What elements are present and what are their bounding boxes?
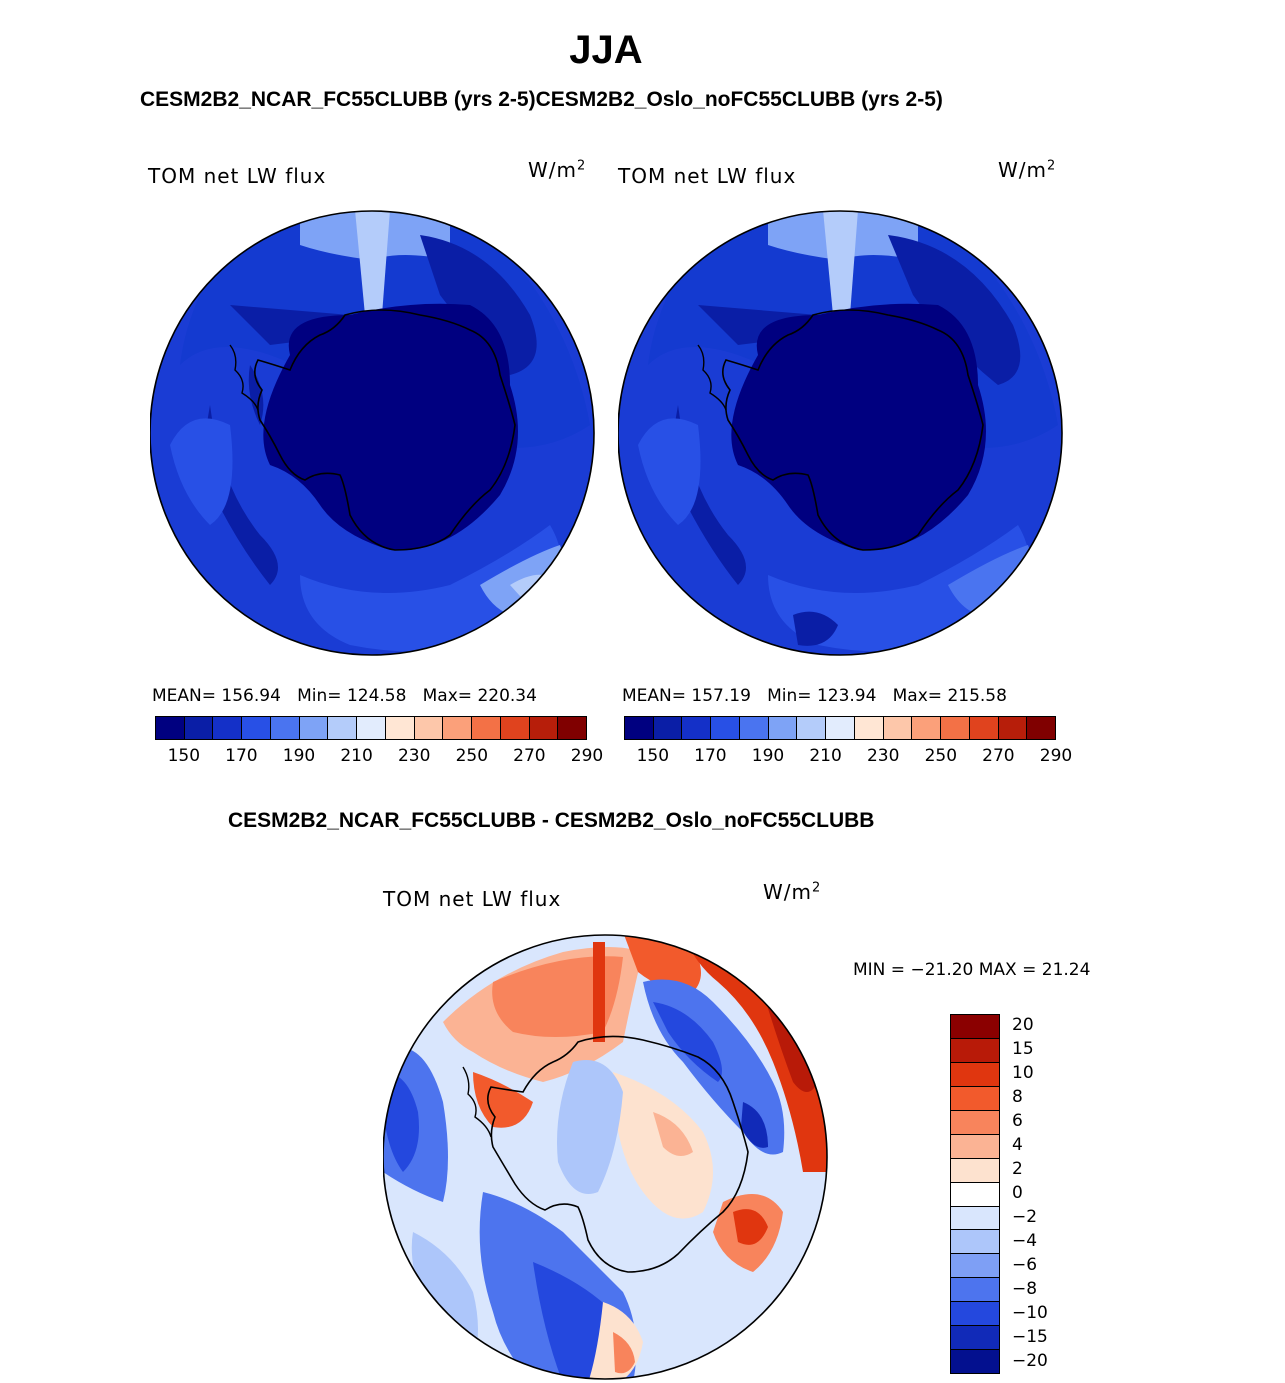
diff-colorbar-label: −6 — [1012, 1255, 1038, 1275]
panel2-colorbar-swatch — [883, 717, 913, 739]
panel2-colorbar-swatch — [625, 717, 654, 739]
panel1-colorbar-tick-label: 290 — [570, 746, 604, 766]
diff-colorbar-label: −8 — [1012, 1279, 1038, 1299]
panel1-colorbar-tick-label: 210 — [340, 746, 373, 766]
diff-subtitle: CESM2B2_NCAR_FC55CLUBB - CESM2B2_Oslo_no… — [228, 809, 875, 832]
diff-colorbar-swatch — [951, 1062, 999, 1087]
diff-colorbar-swatch — [951, 1302, 999, 1327]
panel2-colorbar-swatch — [826, 717, 855, 739]
panel1-colorbar-ticks: 150 170 190 210 230 250 270 290 — [155, 746, 604, 770]
panel1-colorbar-swatch — [443, 717, 473, 739]
panel2-stats: MEAN= 157.19 Min= 123.94 Max= 215.58 — [622, 686, 1007, 706]
panel1-colorbar — [155, 716, 587, 740]
panel2-colorbar-swatch — [941, 717, 970, 739]
panel1-colorbar-tick-label: 270 — [513, 746, 546, 766]
panel2-colorbar-tick-label: 150 — [636, 746, 670, 766]
panel2-colorbar-swatch — [682, 717, 712, 739]
diff-colorbar-label: −2 — [1012, 1207, 1038, 1227]
panel1-colorbar-swatch — [500, 717, 530, 739]
panel1-colorbar-swatch — [529, 717, 559, 739]
panel1-colorbar-swatch — [385, 717, 415, 739]
panel1-colorbar-swatch — [213, 717, 243, 739]
diff-colorbar-label: 10 — [1012, 1063, 1034, 1083]
diff-colorbar-swatch — [951, 1350, 999, 1374]
diff-map — [383, 934, 828, 1380]
diff-colorbar-label: −20 — [1012, 1351, 1048, 1371]
panel2-colorbar — [624, 716, 1056, 740]
diff-colorbar-label: 15 — [1012, 1039, 1034, 1059]
panel2-colorbar-swatch — [969, 717, 999, 739]
panel2-variable-label: TOM net LW flux — [618, 164, 797, 188]
panel2-colorbar-swatch — [711, 717, 740, 739]
diff-colorbar-swatch — [951, 1182, 999, 1207]
panel2-colorbar-swatch — [998, 717, 1028, 739]
diff-colorbar-label: 2 — [1012, 1159, 1023, 1179]
panel2-map — [618, 210, 1063, 656]
panel1-colorbar-tick-label: 150 — [167, 746, 201, 766]
diff-colorbar-swatch — [951, 1278, 999, 1303]
diff-colorbar-label: 8 — [1012, 1087, 1023, 1107]
diff-minmax: MIN = −21.20 MAX = 21.24 — [853, 960, 1091, 980]
panel2-colorbar-swatch — [797, 717, 827, 739]
panel1-colorbar-swatch — [472, 717, 501, 739]
panel1-units: W/m2 — [528, 158, 587, 182]
panel2-colorbar-tick-label: 250 — [924, 746, 958, 766]
panel1-colorbar-swatch — [299, 717, 329, 739]
panel1-colorbar-swatch — [357, 717, 386, 739]
diff-variable-label: TOM net LW flux — [383, 887, 562, 911]
panel2-colorbar-swatch — [1027, 717, 1056, 739]
diff-colorbar-swatch — [951, 1158, 999, 1183]
diff-colorbar-swatch — [951, 1038, 999, 1063]
panel2-colorbar-ticks: 150 170 190 210 230 250 270 290 — [624, 746, 1073, 770]
panel2-colorbar-swatch — [912, 717, 942, 739]
diff-colorbar-swatch — [951, 1110, 999, 1135]
panel1-colorbar-swatch — [242, 717, 271, 739]
diff-colorbar-swatch — [951, 1086, 999, 1111]
panel1-stats: MEAN= 156.94 Min= 124.58 Max= 220.34 — [152, 686, 537, 706]
panel2-colorbar-tick-label: 190 — [751, 746, 785, 766]
diff-colorbar-label: 0 — [1012, 1183, 1023, 1203]
panel1-colorbar-swatch — [184, 717, 214, 739]
diff-colorbar-label: 20 — [1012, 1015, 1034, 1035]
panel2-colorbar-tick-label: 230 — [866, 746, 900, 766]
panel1-colorbar-tick-label: 230 — [397, 746, 431, 766]
diff-colorbar-swatch — [951, 1206, 999, 1231]
panel2-colorbar-tick-label: 210 — [809, 746, 842, 766]
panel2-colorbar-swatch — [854, 717, 884, 739]
panel2-colorbar-swatch — [768, 717, 798, 739]
panel2-units: W/m2 — [998, 158, 1057, 182]
panel2-colorbar-tick-label: 170 — [694, 746, 727, 766]
diff-units: W/m2 — [763, 880, 822, 904]
diff-colorbar-label: −4 — [1012, 1231, 1038, 1251]
panel1-map — [150, 210, 595, 656]
diff-colorbar-label: −15 — [1012, 1327, 1048, 1347]
panel1-colorbar-swatch — [328, 717, 358, 739]
diff-colorbar-labels: 20 15 10 8 6 4 2 0 −2 −4 −6 −8 −10 −15 −20 — [1012, 1014, 1072, 1374]
diff-colorbar-swatch — [951, 1134, 999, 1159]
diff-colorbar-label: −10 — [1012, 1303, 1048, 1323]
figure-title: JJA — [569, 28, 643, 72]
panel1-colorbar-tick-label: 170 — [225, 746, 258, 766]
diff-colorbar-swatch — [951, 1015, 999, 1039]
panel1-colorbar-swatch — [414, 717, 444, 739]
diff-colorbar-swatch — [951, 1326, 999, 1351]
top-row-subtitle: CESM2B2_NCAR_FC55CLUBB (yrs 2-5)CESM2B2_… — [140, 88, 943, 111]
panel2-colorbar-swatch — [653, 717, 683, 739]
panel2-colorbar-swatch — [739, 717, 769, 739]
diff-colorbar-swatch — [951, 1230, 999, 1255]
panel1-variable-label: TOM net LW flux — [148, 164, 327, 188]
panel1-colorbar-swatch — [558, 717, 587, 739]
diff-colorbar — [950, 1014, 1000, 1374]
panel1-colorbar-swatch — [270, 717, 300, 739]
diff-colorbar-label: 4 — [1012, 1135, 1023, 1155]
panel1-colorbar-tick-label: 190 — [282, 746, 316, 766]
panel1-colorbar-swatch — [156, 717, 185, 739]
panel2-colorbar-tick-label: 270 — [982, 746, 1015, 766]
panel1-colorbar-tick-label: 250 — [455, 746, 489, 766]
diff-colorbar-label: 6 — [1012, 1111, 1023, 1131]
diff-colorbar-swatch — [951, 1254, 999, 1279]
panel2-colorbar-tick-label: 290 — [1039, 746, 1073, 766]
